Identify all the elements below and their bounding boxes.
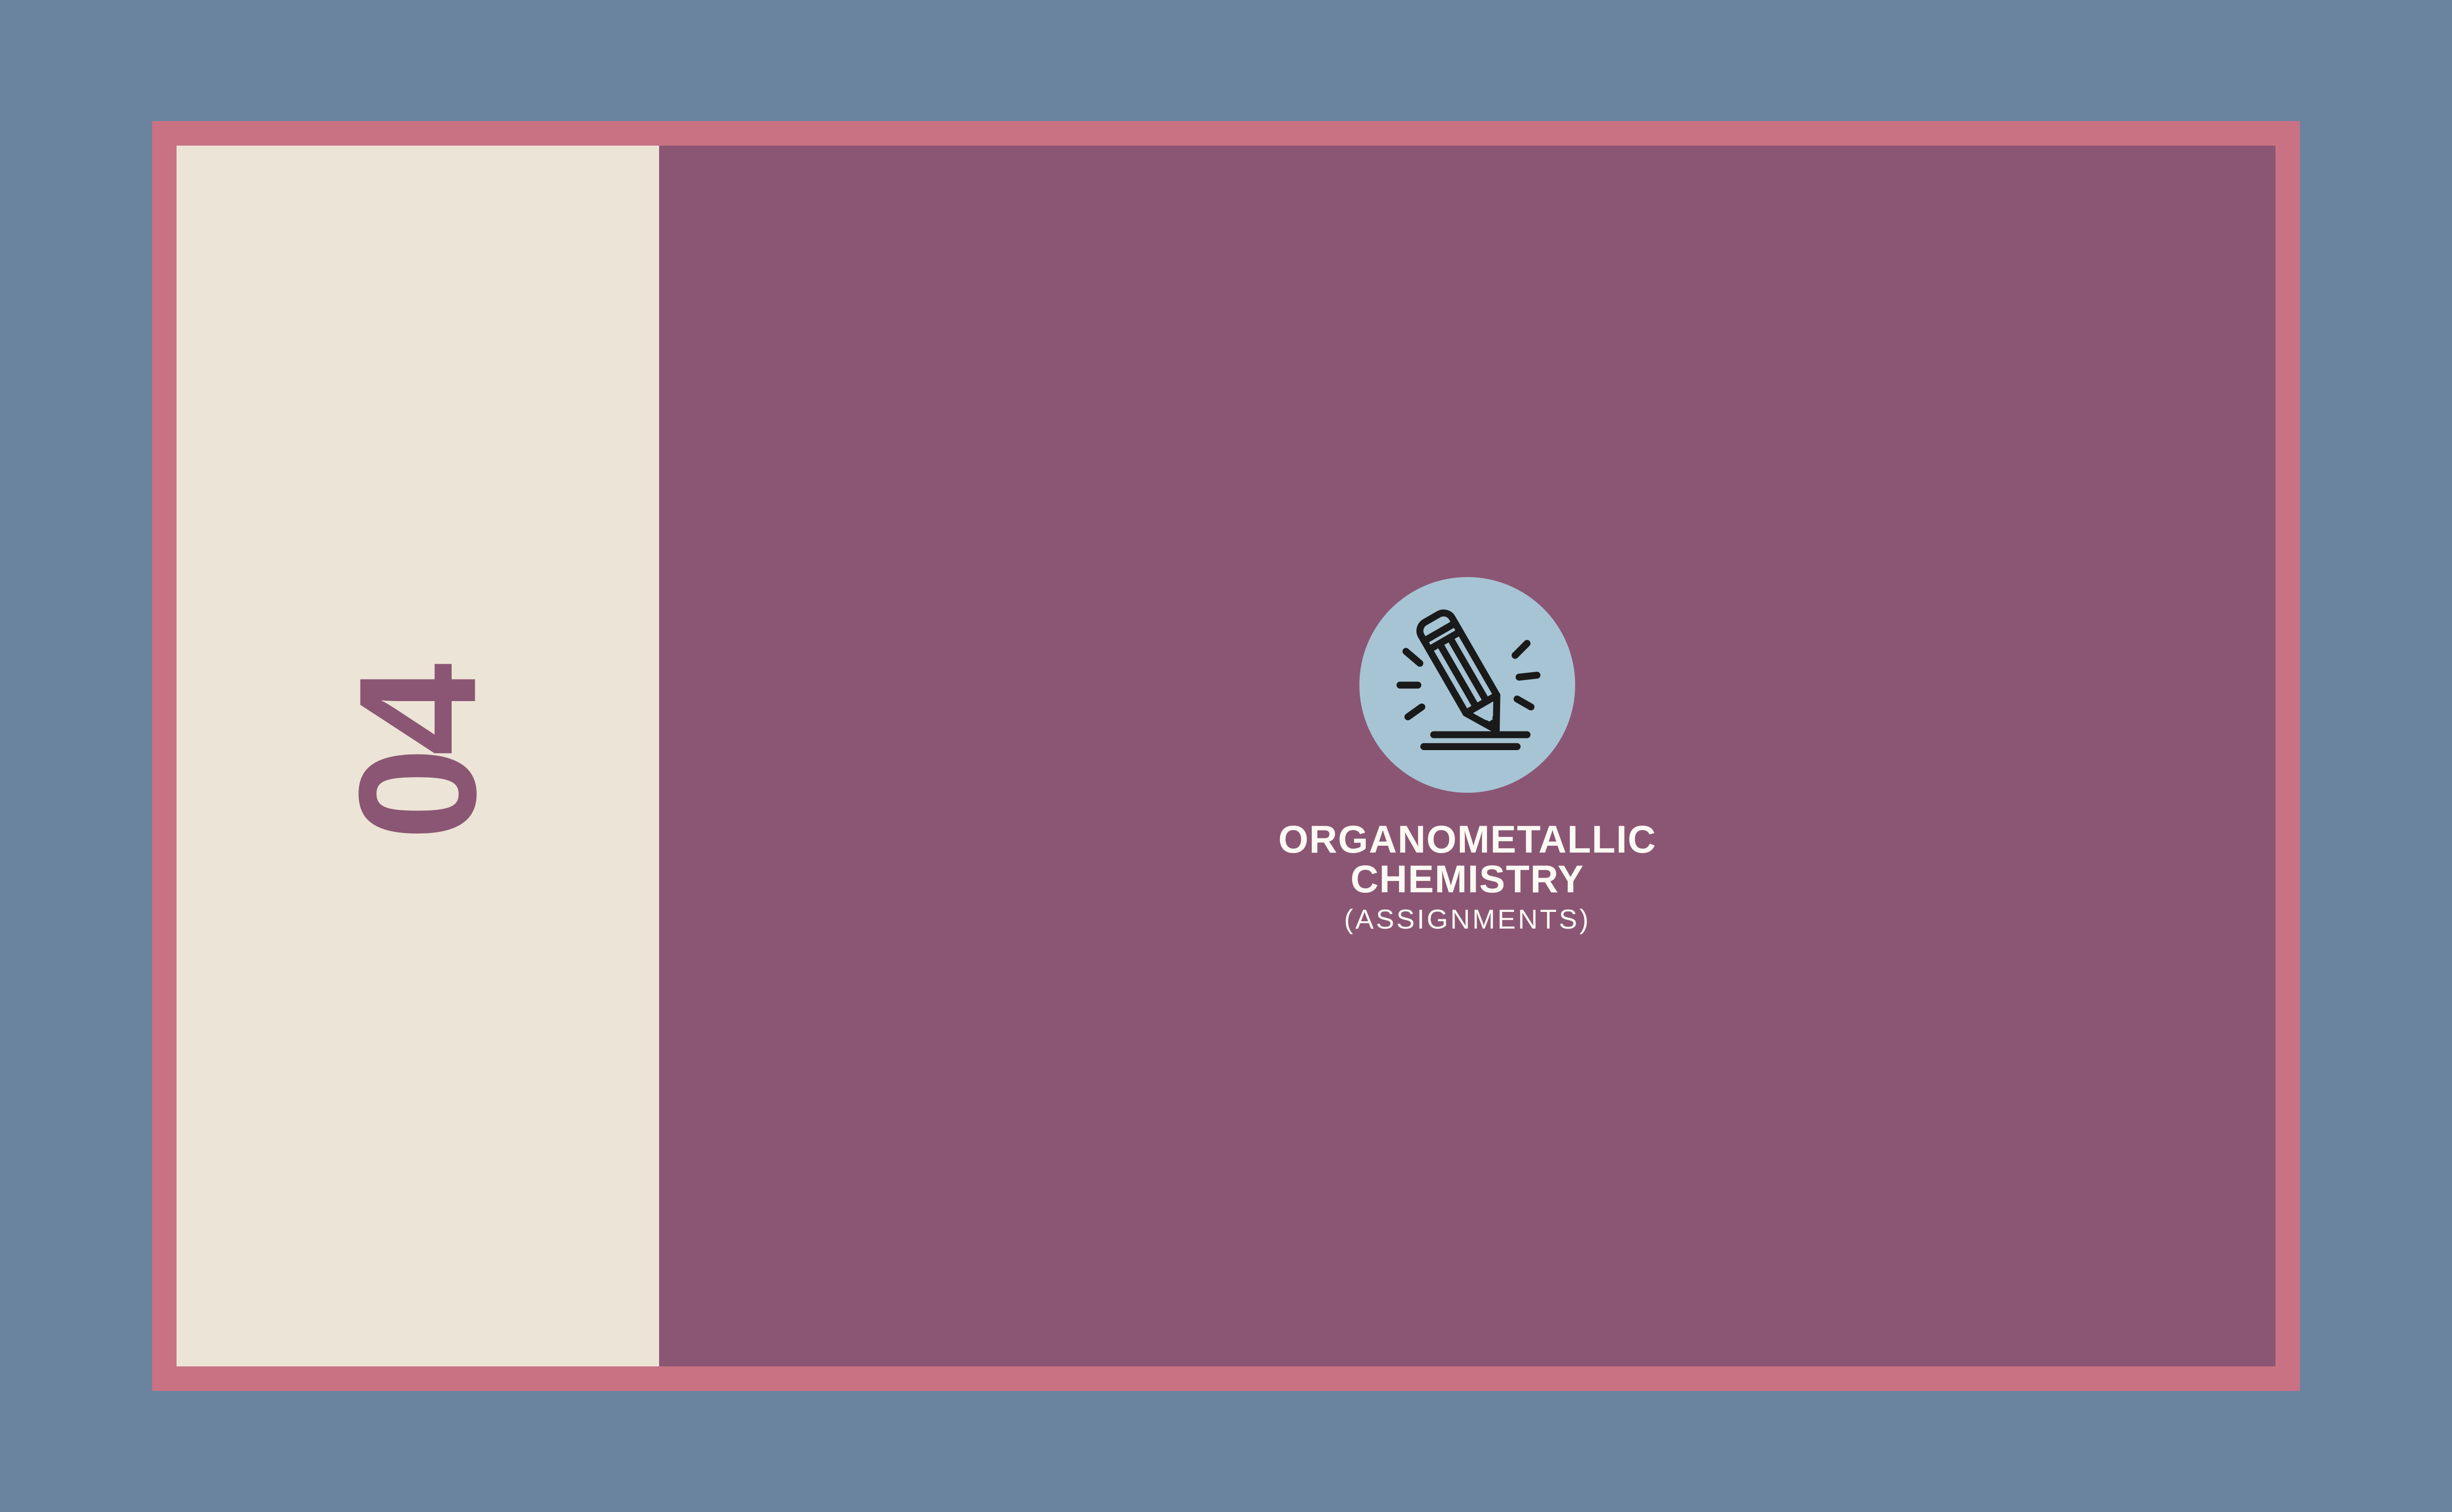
title-line-2: CHEMISTRY bbox=[1351, 857, 1584, 901]
chapter-number: 04 bbox=[322, 672, 514, 840]
right-content-panel: ORGANOMETALLIC CHEMISTRY (ASSIGNMENTS) bbox=[659, 146, 2275, 1367]
title-text: ORGANOMETALLIC CHEMISTRY bbox=[1278, 820, 1657, 899]
page-background: 04 bbox=[0, 0, 2452, 1512]
pencil-svg bbox=[1368, 586, 1567, 784]
card-inner: 04 bbox=[177, 146, 2275, 1367]
title-line-1: ORGANOMETALLIC bbox=[1278, 817, 1657, 861]
title-block: ORGANOMETALLIC CHEMISTRY (ASSIGNMENTS) bbox=[1278, 820, 1657, 934]
subtitle-text: (ASSIGNMENTS) bbox=[1278, 903, 1657, 935]
card-frame: 04 bbox=[152, 121, 2300, 1391]
pencil-sparkle-icon bbox=[1359, 577, 1575, 793]
left-number-panel: 04 bbox=[177, 146, 659, 1367]
